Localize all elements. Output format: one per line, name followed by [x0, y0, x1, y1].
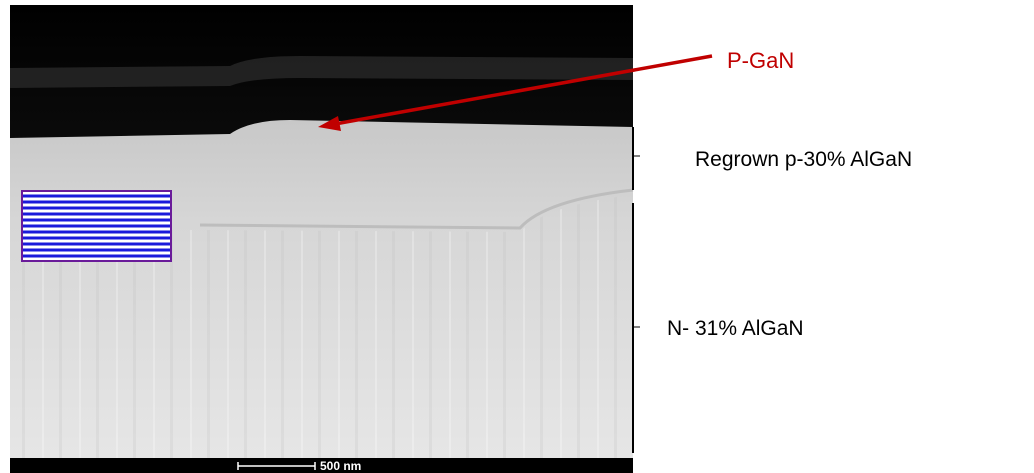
figure: 500 nm P-GaN Regrown p-30% AlGaN N- 31% … [0, 0, 1034, 473]
highlight-box [22, 191, 171, 261]
brackets [633, 127, 640, 453]
p-gan-label: P-GaN [727, 48, 794, 73]
n-layer-label: N- 31% AlGaN [667, 317, 804, 340]
regrown-label: Regrown p-30% AlGaN [695, 148, 912, 171]
scale-bar-label: 500 nm [320, 459, 361, 473]
